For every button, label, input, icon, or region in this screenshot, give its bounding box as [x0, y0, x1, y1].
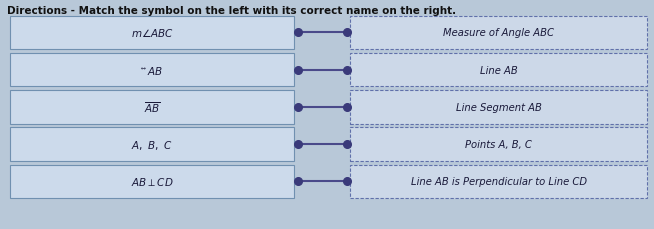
- Text: $A,\ B,\ C$: $A,\ B,\ C$: [131, 138, 173, 151]
- FancyBboxPatch shape: [10, 17, 294, 50]
- FancyBboxPatch shape: [10, 165, 294, 198]
- Text: Points A, B, C: Points A, B, C: [465, 139, 532, 150]
- FancyBboxPatch shape: [10, 91, 294, 124]
- FancyBboxPatch shape: [10, 128, 294, 161]
- Text: $m\angle ABC$: $m\angle ABC$: [131, 27, 173, 39]
- Text: Line Segment AB: Line Segment AB: [456, 102, 542, 112]
- FancyBboxPatch shape: [350, 17, 647, 50]
- Text: Measure of Angle ABC: Measure of Angle ABC: [443, 28, 554, 38]
- Text: Line AB: Line AB: [480, 65, 517, 75]
- Text: Directions - Match the symbol on the left with its correct name on the right.: Directions - Match the symbol on the lef…: [7, 6, 456, 16]
- Text: $\overline{AB}$: $\overline{AB}$: [144, 100, 160, 115]
- FancyBboxPatch shape: [350, 91, 647, 124]
- FancyBboxPatch shape: [10, 54, 294, 87]
- FancyBboxPatch shape: [350, 54, 647, 87]
- FancyBboxPatch shape: [350, 165, 647, 198]
- Text: $AB \perp CD$: $AB \perp CD$: [131, 176, 173, 188]
- FancyBboxPatch shape: [350, 128, 647, 161]
- Text: Line AB is Perpendicular to Line CD: Line AB is Perpendicular to Line CD: [411, 177, 587, 187]
- Text: $\overleftrightarrow{AB}$: $\overleftrightarrow{AB}$: [141, 64, 164, 76]
